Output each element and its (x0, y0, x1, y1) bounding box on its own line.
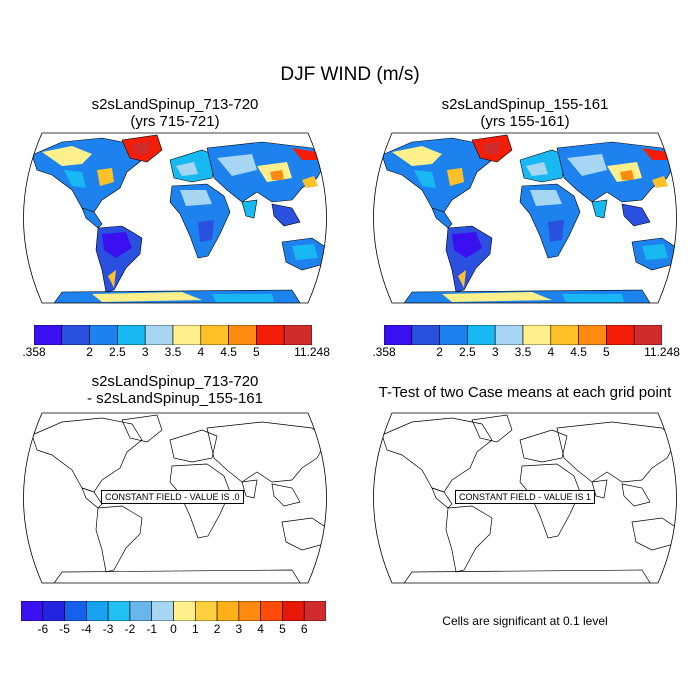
colorbar-swatch (172, 325, 202, 345)
panel-title-bottom-right: T-Test of two Case means at each grid po… (352, 384, 698, 401)
colorbar-swatch (256, 325, 285, 345)
colorbar-tick-label: 11.248 (294, 345, 330, 359)
colorbar-swatch (494, 325, 524, 345)
panel-title-line2: - s2sLandSpinup_155-161 (87, 390, 263, 407)
colorbar-tick-label: 4.5 (570, 345, 587, 359)
colorbar-tick-label: 2.5 (459, 345, 476, 359)
colorbar-swatch (260, 601, 283, 621)
colorbar-tick-label: 2 (436, 345, 443, 359)
colorbar-swatch (151, 601, 174, 621)
colorbar-tick-label: 4 (197, 345, 205, 359)
colorbar-bottom-left (21, 601, 326, 621)
colorbar-tick-label: 3 (491, 345, 499, 359)
colorbar-swatch (550, 325, 579, 345)
colorbar-tick-label: -1 (146, 622, 158, 636)
colorbar-swatch (42, 601, 65, 621)
colorbar-swatch (467, 325, 496, 345)
colorbar-tick-label: 2 (213, 622, 221, 636)
colorbar-swatch (633, 325, 662, 345)
colorbar-swatch (89, 325, 118, 345)
panel-title-line1: T-Test of two Case means at each grid po… (378, 384, 672, 401)
colorbar-tick-label: 2.5 (109, 345, 126, 359)
colorbar-tick-label: 4.5 (220, 345, 237, 359)
colorbar-tick-label: -4 (81, 622, 92, 636)
colorbar-tick-label: 11.248 (644, 345, 680, 359)
colorbar-swatch (144, 325, 174, 345)
colorbar-swatch (283, 325, 312, 345)
colorbar-tick-label: 5 (279, 622, 286, 636)
colorbar-swatch (303, 601, 326, 621)
colorbar-tick-label: 2 (86, 345, 93, 359)
colorbar-swatch (34, 325, 63, 345)
colorbar-tick-label: 4 (547, 345, 555, 359)
colorbar-tick-label: 5 (253, 345, 260, 359)
colorbar-labels-top-left: .358 2 2.5 3 3.5 4 4.5 5 11.248 (22, 345, 330, 361)
panel-title-line2: (yrs 155-161) (480, 113, 570, 130)
colorbar-swatch (86, 601, 109, 621)
colorbar-tick-label: -5 (59, 622, 70, 636)
colorbar-swatch (117, 325, 146, 345)
colorbar-swatch (439, 325, 468, 345)
colorbar-top-left (34, 325, 312, 345)
colorbar-tick-label: 0 (170, 622, 177, 636)
main-title: DJF WIND (m/s) (280, 64, 420, 85)
colorbar-swatch (384, 325, 413, 345)
constant-field-label-bottom-left: CONSTANT FIELD - VALUE IS .0 (101, 490, 244, 504)
map-top-left (23, 132, 327, 304)
significance-note: Cells are significant at 0.1 level (442, 614, 608, 628)
colorbar-tick-label: 3 (235, 622, 243, 636)
panel-title-line1: s2sLandSpinup_155-161 (441, 96, 609, 113)
colorbar-tick-label: 3 (141, 345, 149, 359)
colorbar-tick-label: -2 (124, 622, 136, 636)
colorbar-swatch (522, 325, 552, 345)
panel-title-line1: s2sLandSpinup_713-720 (91, 96, 259, 113)
colorbar-swatch (238, 601, 261, 621)
colorbar-labels-top-right: .358 2 2.5 3 3.5 4 4.5 5 11.248 (372, 345, 680, 361)
colorbar-swatch (216, 601, 240, 621)
colorbar-tick-label: -3 (102, 622, 114, 636)
colorbar-swatch (606, 325, 635, 345)
colorbar-top-right (384, 325, 662, 345)
colorbar-swatch (194, 601, 218, 621)
colorbar-tick-label: 1 (191, 622, 199, 636)
colorbar-swatch (228, 325, 257, 345)
colorbar-swatch (107, 601, 131, 621)
colorbar-swatch (61, 325, 90, 345)
colorbar-tick-label: 4 (257, 622, 264, 636)
panel-title-line2: (yrs 715-721) (130, 113, 220, 130)
colorbar-swatch (21, 601, 44, 621)
colorbar-tick-label: 6 (300, 622, 308, 636)
map-top-right (373, 132, 677, 304)
colorbar-swatch (578, 325, 607, 345)
colorbar-swatch (173, 601, 196, 621)
colorbar-tick-label: 3.5 (164, 345, 182, 359)
panel-title-top-left: s2sLandSpinup_713-720 (yrs 715-721) (25, 96, 325, 130)
colorbar-tick-label: .358 (372, 345, 396, 359)
colorbar-tick-label: 5 (603, 345, 610, 359)
colorbar-swatch (129, 601, 153, 621)
colorbar-tick-label: .358 (22, 345, 46, 359)
panel-title-bottom-left: s2sLandSpinup_713-720 - s2sLandSpinup_15… (25, 373, 325, 407)
colorbar-swatch (282, 601, 305, 621)
colorbar-swatch (411, 325, 440, 345)
colorbar-tick-label: -6 (37, 622, 49, 636)
colorbar-labels-bottom-left: -6 -5 -4 -3 -2 -1 0 1 2 3 4 5 6 (21, 622, 326, 638)
colorbar-tick-label: 3.5 (514, 345, 532, 359)
panel-title-top-right: s2sLandSpinup_155-161 (yrs 155-161) (375, 96, 675, 130)
constant-field-label-bottom-right: CONSTANT FIELD - VALUE IS 1 (455, 490, 596, 504)
colorbar-swatch (64, 601, 87, 621)
panel-title-line1: s2sLandSpinup_713-720 (91, 373, 259, 390)
colorbar-swatch (200, 325, 229, 345)
